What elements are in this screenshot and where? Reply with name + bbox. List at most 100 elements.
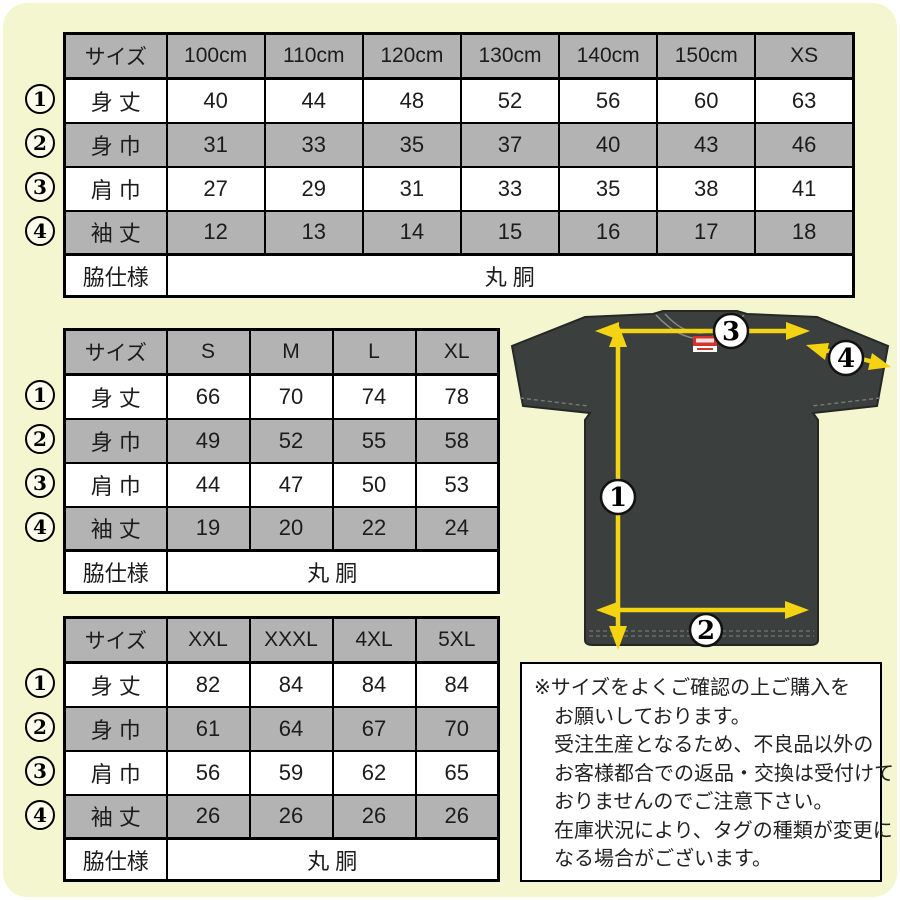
value-cell: 63 (754, 77, 855, 124)
row-marker-2: 2 (25, 424, 55, 454)
value-cell: 41 (754, 165, 855, 212)
value-cell: 13 (263, 209, 364, 256)
column-header: L (331, 328, 417, 376)
value-cell: 70 (248, 373, 334, 420)
value-cell: 48 (361, 77, 462, 124)
value-cell: 22 (331, 505, 417, 552)
column-header: S (165, 328, 251, 376)
value-cell: 38 (656, 165, 757, 212)
column-header: XL (414, 328, 500, 376)
value-cell: 33 (263, 121, 364, 168)
note-line: お客様都合での返品・交換は受付けて (554, 762, 894, 785)
brand-tag (693, 336, 717, 352)
marker-4: 4 (827, 339, 865, 377)
value-cell: 18 (754, 209, 855, 256)
note-line: ※サイズをよくご確認の上ご購入を (534, 677, 851, 699)
row-label: 身 巾 (63, 417, 168, 464)
value-cell: 26 (414, 793, 500, 840)
column-header: M (248, 328, 334, 376)
row-label: 袖 丈 (63, 505, 168, 552)
marker-2: 2 (688, 612, 724, 648)
value-cell: 49 (165, 417, 251, 464)
value-cell: 40 (165, 77, 266, 124)
row-marker-1: 1 (25, 84, 55, 114)
sleeve-stitch-right (811, 397, 881, 407)
row-label: 脇仕様 (63, 253, 168, 298)
column-header: XXXL (248, 616, 334, 664)
row-label: 身 丈 (63, 661, 168, 708)
size-table-big: サイズ XXL XXXL 4XL 5XL 身 丈 82 84 84 84 身 巾 61 64 67 70 肩 … (63, 616, 500, 882)
row-marker-1: 1 (25, 668, 55, 698)
row-marker-2: 2 (25, 712, 55, 742)
value-cell: 56 (558, 77, 659, 124)
column-header: 100cm (165, 32, 266, 80)
value-cell: 82 (165, 661, 251, 708)
value-cell: 52 (248, 417, 334, 464)
value-cell: 46 (754, 121, 855, 168)
value-cell: 53 (414, 461, 500, 508)
value-cell: 26 (165, 793, 251, 840)
value-cell: 29 (263, 165, 364, 212)
row-marker-3: 3 (25, 468, 55, 498)
value-cell: 37 (459, 121, 561, 168)
row-label: 身 巾 (63, 121, 168, 168)
value-cell: 40 (558, 121, 659, 168)
value-cell: 35 (558, 165, 659, 212)
value-cell: 44 (165, 461, 251, 508)
row-label: 身 丈 (63, 373, 168, 420)
value-cell: 20 (248, 505, 334, 552)
measure-arrow-shoulder (595, 322, 810, 340)
note-line: 在庫状況により、タグの種類が変更に (554, 819, 893, 842)
column-header: 130cm (459, 32, 561, 80)
footer-value: 丸 胴 (165, 253, 855, 298)
row-label: 袖 丈 (63, 793, 168, 840)
svg-text:4: 4 (837, 344, 855, 374)
note-line: おりませんのでご注意下さい。 (554, 791, 834, 813)
value-cell: 31 (165, 121, 266, 168)
tshirt-diagram: 3 4 1 2 (510, 310, 891, 650)
row-marker-4: 4 (25, 216, 55, 246)
value-cell: 47 (248, 461, 334, 508)
value-cell: 55 (331, 417, 417, 464)
size-header: サイズ (63, 616, 168, 664)
value-cell: 62 (331, 749, 417, 796)
column-header: 120cm (361, 32, 462, 80)
column-header: 150cm (656, 32, 757, 80)
row-marker-1: 1 (25, 380, 55, 410)
note-line: 受注生産となるため、不良品以外の (554, 734, 874, 756)
row-marker-3: 3 (25, 172, 55, 202)
column-header: 5XL (414, 616, 500, 664)
value-cell: 52 (459, 77, 561, 124)
value-cell: 26 (331, 793, 417, 840)
row-marker-4: 4 (25, 512, 55, 542)
row-label: 身 巾 (63, 705, 168, 752)
marker-1: 1 (599, 478, 637, 516)
note-line: お願いしております。 (554, 705, 751, 728)
row-label: 袖 丈 (63, 209, 168, 256)
row-marker-4: 4 (25, 800, 55, 830)
value-cell: 59 (248, 749, 334, 796)
size-table-adult: サイズ S M L XL 身 丈 66 70 74 78 身 巾 49 52 55 58 肩 巾 44 47 50 5… (63, 328, 500, 594)
size-header: サイズ (63, 328, 168, 376)
column-header: XS (754, 32, 855, 80)
value-cell: 26 (248, 793, 334, 840)
row-label: 身 丈 (63, 77, 168, 124)
value-cell: 14 (361, 209, 462, 256)
svg-text:1: 1 (609, 483, 627, 513)
value-cell: 56 (165, 749, 251, 796)
row-label: 肩 巾 (63, 461, 168, 508)
svg-text:3: 3 (722, 317, 740, 347)
tshirt-shape (510, 310, 890, 646)
row-label: 脇仕様 (63, 549, 168, 594)
value-cell: 61 (165, 705, 251, 752)
value-cell: 16 (558, 209, 659, 256)
value-cell: 64 (248, 705, 334, 752)
value-cell: 12 (165, 209, 266, 256)
value-cell: 31 (361, 165, 462, 212)
value-cell: 84 (248, 661, 334, 708)
column-header: XXL (165, 616, 251, 664)
size-table-kids: サイズ 100cm 110cm 120cm 130cm 140cm 150cm XS 身 丈 40… (63, 32, 855, 298)
value-cell: 60 (656, 77, 757, 124)
value-cell: 70 (414, 705, 500, 752)
row-marker-3: 3 (25, 756, 55, 786)
